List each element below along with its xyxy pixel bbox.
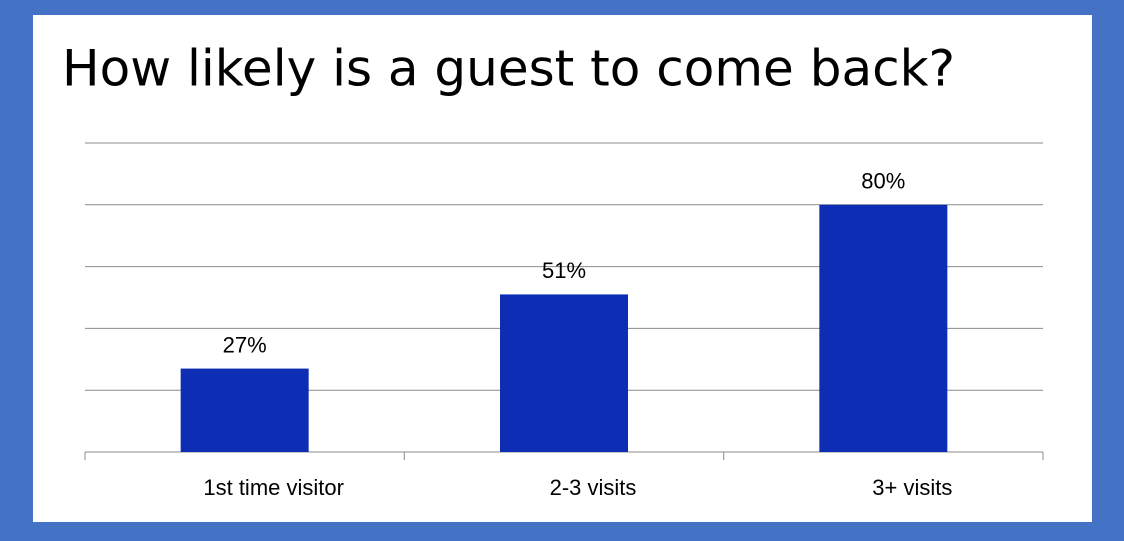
x-tick-label: 3+ visits xyxy=(872,475,952,500)
x-tick-label: 2-3 visits xyxy=(550,475,637,500)
x-tick-label: 1st time visitor xyxy=(203,475,344,500)
bar xyxy=(180,368,309,452)
data-label: 27% xyxy=(223,332,267,357)
bar xyxy=(819,204,948,452)
bar xyxy=(500,294,628,452)
data-label: 80% xyxy=(861,169,905,194)
data-label: 51% xyxy=(542,258,586,283)
chart-title: How likely is a guest to come back? xyxy=(62,40,955,98)
